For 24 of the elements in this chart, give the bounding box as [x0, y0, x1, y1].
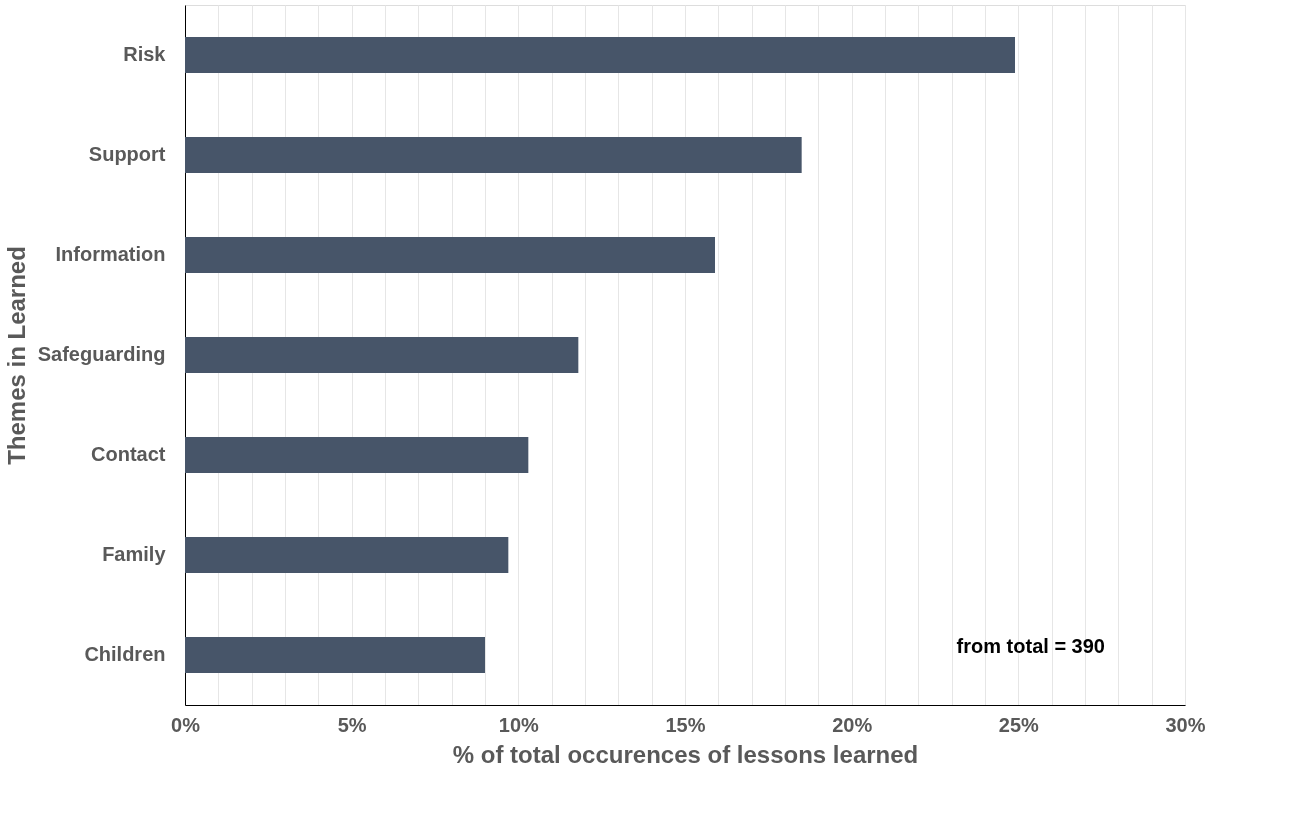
y-tick-label: Information [55, 243, 166, 265]
bar [185, 637, 485, 673]
bar [185, 137, 802, 173]
x-tick-label: 0% [171, 713, 201, 736]
x-tick-label: 25% [998, 713, 1040, 736]
annotation: from total = 390 [956, 635, 1105, 657]
y-tick-label: Contact [91, 443, 166, 465]
x-tick-label: 20% [832, 713, 873, 736]
x-tick-label: 10% [498, 713, 540, 736]
y-tick-label: Children [84, 643, 166, 665]
y-tick-label: Risk [123, 43, 167, 65]
bar [185, 337, 579, 373]
y-tick-label: Safeguarding [37, 343, 166, 365]
bar [185, 237, 715, 273]
x-tick-label: 30% [1165, 713, 1206, 736]
x-tick-label: 5% [337, 713, 367, 736]
x-axis-title: % of total occurences of lessons learned [452, 740, 919, 768]
bar [185, 437, 529, 473]
x-tick-label: 15% [665, 713, 706, 736]
bar [185, 37, 1015, 73]
y-tick-label: Family [102, 543, 167, 565]
bar [185, 537, 509, 573]
y-tick-label: Support [88, 143, 166, 165]
y-axis-title: Themes in Learned [2, 246, 30, 465]
